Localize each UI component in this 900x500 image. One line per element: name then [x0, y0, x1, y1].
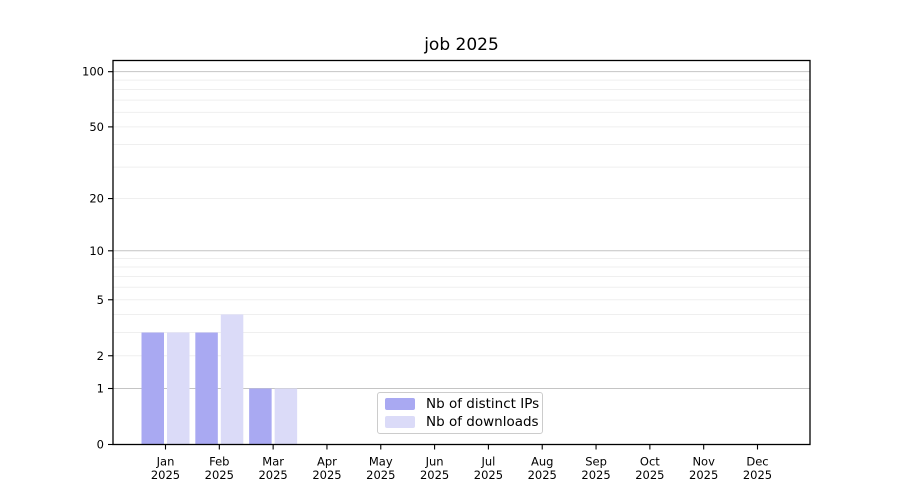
y-tick-label-10: 10 — [89, 244, 104, 258]
legend-item-downloads: Nb of downloads — [378, 413, 542, 431]
y-tick-label-100: 100 — [82, 65, 104, 79]
x-tick-year-aug: 2025 — [528, 468, 557, 482]
x-tick-label-may: May — [369, 455, 393, 469]
x-tick-label-jan: Jan — [156, 455, 175, 469]
x-tick-label-feb: Feb — [209, 455, 229, 469]
bar-nb-of-distinct-ips-mar — [249, 388, 272, 445]
x-tick-year-dec: 2025 — [743, 468, 772, 482]
x-tick-label-mar: Mar — [262, 455, 284, 469]
legend-item-distinct-ips: Nb of distinct IPs — [378, 395, 542, 413]
x-tick-year-jan: 2025 — [151, 468, 180, 482]
x-tick-label-oct: Oct — [640, 455, 660, 469]
x-tick-year-sep: 2025 — [581, 468, 610, 482]
bar-nb-of-distinct-ips-jan — [141, 332, 164, 445]
bar-nb-of-downloads-feb — [220, 314, 244, 445]
x-tick-label-jun: Jun — [425, 455, 444, 469]
legend-label-distinct-ips: Nb of distinct IPs — [426, 396, 540, 412]
x-tick-label-jul: Jul — [480, 455, 495, 469]
y-tick-label-1: 1 — [97, 382, 104, 396]
x-tick-label-apr: Apr — [317, 455, 337, 469]
x-tick-year-jun: 2025 — [420, 468, 449, 482]
x-tick-year-jul: 2025 — [474, 468, 503, 482]
legend-swatch-distinct-ips — [385, 398, 415, 410]
x-tick-year-oct: 2025 — [635, 468, 664, 482]
bar-nb-of-downloads-jan — [167, 332, 190, 445]
x-tick-year-feb: 2025 — [205, 468, 234, 482]
x-tick-year-may: 2025 — [366, 468, 395, 482]
axis-spine — [112, 59, 811, 446]
y-tick-label-0: 0 — [97, 438, 104, 452]
y-tick-label-50: 50 — [89, 120, 104, 134]
x-tick-year-mar: 2025 — [258, 468, 287, 482]
bar-nb-of-downloads-mar — [274, 388, 298, 445]
chart-title: job 2025 — [424, 35, 499, 55]
y-tick-label-5: 5 — [97, 293, 104, 307]
legend-label-downloads: Nb of downloads — [426, 414, 539, 430]
x-tick-label-sep: Sep — [585, 455, 607, 469]
legend-swatch-downloads — [385, 416, 415, 428]
x-tick-year-apr: 2025 — [312, 468, 341, 482]
x-tick-year-nov: 2025 — [689, 468, 718, 482]
bar-nb-of-distinct-ips-feb — [195, 332, 218, 445]
x-tick-label-nov: Nov — [692, 455, 715, 469]
y-tick-label-20: 20 — [89, 192, 104, 206]
x-tick-label-aug: Aug — [531, 455, 553, 469]
y-tick-label-2: 2 — [97, 349, 104, 363]
x-tick-label-dec: Dec — [746, 455, 768, 469]
legend: Nb of distinct IPs Nb of downloads — [377, 392, 543, 434]
